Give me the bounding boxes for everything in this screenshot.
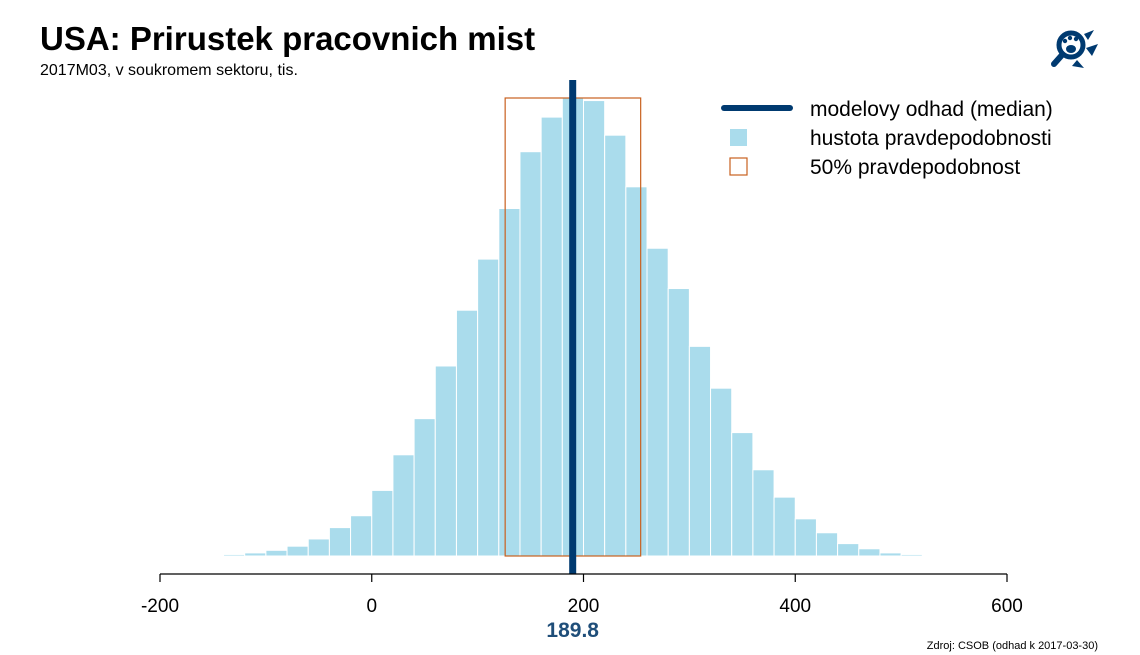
source-note: Zdroj: CSOB (odhad k 2017-03-30) — [926, 640, 1098, 652]
histogram-bar — [815, 532, 839, 557]
histogram-bar — [794, 518, 817, 557]
histogram-bar — [604, 134, 627, 557]
legend-density-swatch — [730, 129, 747, 146]
histogram-bar — [900, 553, 923, 557]
chart-title: USA: Prirustek pracovnich mist — [40, 20, 536, 57]
histogram-bar — [286, 545, 309, 557]
histogram-bar — [667, 288, 690, 557]
histogram-bar — [519, 151, 542, 557]
histogram-bar — [392, 454, 415, 557]
histogram-bar — [688, 345, 712, 557]
legend-label-median: modelovy odhad (median) — [810, 98, 1053, 121]
histogram-bar — [455, 309, 479, 557]
histogram-bar — [350, 515, 373, 557]
histogram-bar — [646, 247, 669, 557]
histogram-bar — [858, 548, 881, 557]
histogram-bar — [434, 365, 457, 557]
histogram-bar — [625, 186, 648, 557]
legend-label-interval: 50% pravdepodobnost — [810, 156, 1020, 179]
legend-label-density: hustota pravdepodobnosti — [810, 127, 1052, 150]
histogram-bar — [879, 552, 902, 557]
histogram-bar — [710, 387, 733, 557]
histogram-bar — [477, 258, 500, 557]
histogram-bar — [837, 543, 860, 557]
histogram-bar — [731, 432, 754, 557]
chart-subtitle: 2017M03, v soukromem sektoru, tis. — [40, 62, 298, 79]
histogram-bars — [223, 97, 923, 557]
legend: modelovy odhad (median) hustota pravdepo… — [721, 98, 1053, 179]
histogram-bar — [307, 538, 330, 557]
x-tick-label: 400 — [779, 596, 811, 617]
x-axis: -200 0 200 400 600 — [141, 573, 1023, 617]
x-tick-label: -200 — [141, 596, 179, 617]
histogram-bar — [413, 418, 436, 557]
histogram-bar — [498, 207, 521, 557]
histogram-bar — [752, 469, 775, 557]
legend-interval-swatch — [729, 157, 748, 176]
x-tick-label: 600 — [991, 596, 1023, 617]
histogram-bar — [773, 496, 796, 557]
x-tick-label: 200 — [568, 596, 600, 617]
x-tick-label: 0 — [366, 596, 377, 617]
median-value-label: 189.8 — [546, 619, 599, 642]
histogram-bar — [371, 489, 394, 557]
histogram-bar — [540, 116, 563, 557]
magnifier-paw-icon — [1051, 30, 1098, 68]
histogram-bar — [583, 100, 606, 557]
histogram-bar — [265, 549, 288, 557]
histogram-bar — [328, 527, 352, 557]
histogram-bar — [223, 553, 246, 557]
histogram-bar — [244, 552, 267, 557]
